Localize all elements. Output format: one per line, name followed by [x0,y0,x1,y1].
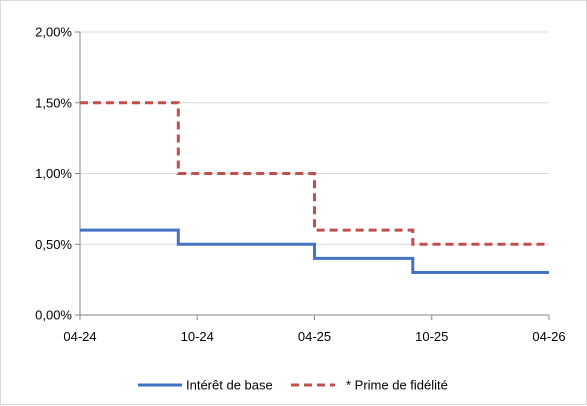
series-line-interet-de-base [80,228,549,275]
legend-label: * Prime de fidélité [346,378,448,393]
y-tick-label: 2,00% [35,25,72,40]
x-tick-label: 10-24 [181,329,214,344]
y-tick-label: 0,50% [35,237,72,252]
x-tick-label: 10-25 [415,329,448,344]
x-tick-label: 04-25 [298,329,331,344]
y-tick-label: 1,50% [35,95,72,110]
x-tick-label: 04-26 [532,329,565,344]
y-tick-label: 1,00% [35,166,72,181]
x-tick-label: 04-24 [63,329,96,344]
series-line-prime-de-fidelite [80,101,549,246]
labels-layer: 0,00% 0,50% 1,00% 1,50% 2,00% 04-24 10-24 04-25… [35,25,566,345]
series-layer [80,101,549,275]
chart-legend: Intérêt de base * Prime de fidélité [138,378,448,393]
y-tick-label: 0,00% [35,308,72,323]
axes-layer [75,31,550,320]
legend-label: Intérêt de base [186,378,273,393]
